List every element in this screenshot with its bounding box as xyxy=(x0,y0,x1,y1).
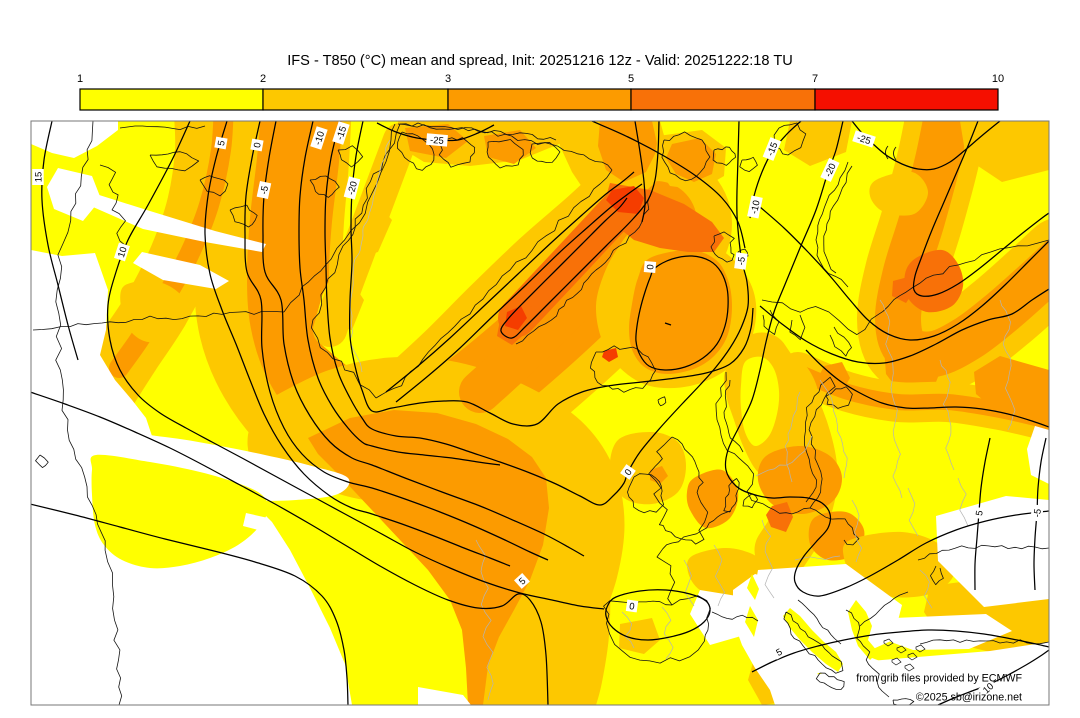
svg-text:IFS - T850 (°C) mean and sprea: IFS - T850 (°C) mean and spread, Init: 2… xyxy=(287,53,793,69)
svg-text:7: 7 xyxy=(812,73,818,85)
svg-text:5: 5 xyxy=(775,647,785,659)
svg-text:2: 2 xyxy=(260,73,266,85)
svg-text:from grib files provided by EC: from grib files provided by ECMWF xyxy=(856,673,1022,685)
svg-text:5: 5 xyxy=(974,510,986,517)
svg-text:0: 0 xyxy=(628,601,635,613)
svg-text:-20: -20 xyxy=(823,162,839,179)
svg-text:10: 10 xyxy=(116,246,130,259)
svg-text:-10: -10 xyxy=(313,130,328,146)
svg-text:5: 5 xyxy=(216,140,228,147)
svg-text:-5: -5 xyxy=(736,256,748,266)
svg-text:1: 1 xyxy=(77,73,83,85)
svg-text:-5: -5 xyxy=(259,185,272,196)
svg-text:15: 15 xyxy=(33,172,44,183)
svg-text:-25: -25 xyxy=(855,133,871,148)
svg-text:©2025 sb@irizone.net: ©2025 sb@irizone.net xyxy=(916,692,1022,704)
svg-text:-10: -10 xyxy=(749,199,763,215)
svg-text:0: 0 xyxy=(623,467,635,478)
svg-text:-5: -5 xyxy=(1032,508,1044,518)
svg-text:-15: -15 xyxy=(765,141,780,158)
svg-text:-20: -20 xyxy=(346,180,360,196)
svg-text:3: 3 xyxy=(445,73,451,85)
svg-text:-25: -25 xyxy=(430,135,445,147)
svg-text:5: 5 xyxy=(628,73,634,85)
svg-text:10: 10 xyxy=(992,73,1004,85)
svg-text:-15: -15 xyxy=(335,125,350,141)
svg-text:0: 0 xyxy=(645,264,656,270)
svg-text:5: 5 xyxy=(517,576,528,588)
svg-text:0: 0 xyxy=(252,142,264,149)
